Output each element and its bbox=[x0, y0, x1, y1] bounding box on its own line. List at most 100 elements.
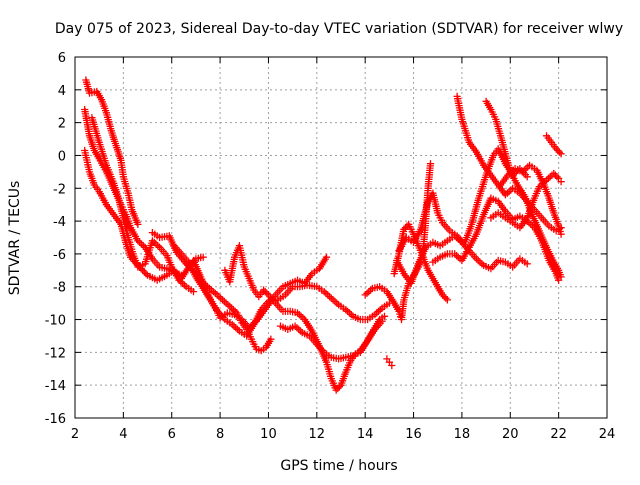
data-point bbox=[299, 286, 301, 288]
data-point bbox=[364, 294, 366, 296]
data-point bbox=[398, 310, 400, 312]
data-point bbox=[478, 197, 480, 199]
data-point bbox=[330, 297, 332, 299]
data-point bbox=[192, 291, 195, 293]
data-point bbox=[207, 294, 209, 296]
data-point bbox=[490, 108, 492, 111]
data-point bbox=[461, 118, 463, 120]
data-point bbox=[282, 310, 284, 312]
data-point bbox=[504, 210, 507, 212]
data-point bbox=[311, 273, 313, 275]
x-tick-label: 2 bbox=[71, 427, 79, 442]
data-point bbox=[248, 327, 250, 329]
data-point bbox=[533, 197, 536, 199]
data-point bbox=[117, 197, 120, 199]
data-point bbox=[258, 295, 260, 298]
data-point bbox=[420, 228, 422, 230]
data-point bbox=[91, 117, 93, 119]
data-point bbox=[441, 294, 444, 296]
data-point bbox=[427, 269, 429, 271]
axes: 2 4 6 8 10 12 14 16 18 20 22 24-16-14-12-10-8-6-4-2… bbox=[45, 51, 616, 442]
series-track-19 bbox=[497, 161, 565, 238]
data-point bbox=[417, 245, 419, 247]
data-point bbox=[265, 346, 267, 349]
x-tick-label: 8 bbox=[216, 427, 224, 442]
data-point bbox=[524, 195, 526, 198]
data-point bbox=[120, 159, 122, 161]
data-point bbox=[470, 223, 473, 225]
data-point bbox=[396, 259, 398, 262]
data-point bbox=[454, 253, 456, 255]
data-point bbox=[98, 141, 100, 143]
data-point bbox=[553, 212, 555, 214]
data-point bbox=[323, 291, 325, 293]
data-point bbox=[318, 268, 320, 270]
data-point bbox=[519, 258, 521, 260]
data-point bbox=[427, 187, 429, 189]
series-track-3 bbox=[81, 146, 207, 284]
data-point bbox=[449, 230, 451, 232]
data-point bbox=[151, 240, 153, 242]
y-tick-label: -12 bbox=[45, 346, 66, 361]
data-point bbox=[330, 356, 332, 358]
data-point bbox=[495, 118, 497, 120]
data-point bbox=[185, 286, 187, 288]
data-point bbox=[541, 217, 543, 219]
data-point bbox=[475, 258, 478, 260]
data-point bbox=[545, 179, 548, 181]
data-point bbox=[173, 245, 175, 247]
data-point bbox=[221, 299, 224, 301]
x-tick-label: 20 bbox=[502, 427, 519, 442]
data-point bbox=[93, 149, 95, 152]
series-track-4 bbox=[88, 114, 198, 296]
data-point bbox=[127, 192, 129, 194]
data-point bbox=[497, 148, 499, 150]
data-point bbox=[115, 145, 117, 147]
data-point bbox=[485, 100, 487, 102]
data-point bbox=[504, 153, 507, 155]
data-point bbox=[512, 222, 514, 224]
data-point bbox=[403, 299, 405, 301]
data-point bbox=[306, 284, 308, 286]
data-point bbox=[105, 112, 108, 114]
data-point bbox=[446, 299, 448, 301]
data-point bbox=[456, 95, 458, 97]
data-point bbox=[156, 279, 158, 281]
data-point bbox=[437, 212, 439, 214]
data-point bbox=[437, 286, 439, 288]
x-tick-label: 18 bbox=[454, 427, 471, 442]
data-point bbox=[504, 217, 507, 219]
data-point bbox=[391, 364, 393, 367]
data-point bbox=[137, 223, 139, 225]
data-point bbox=[393, 273, 395, 275]
data-point bbox=[441, 222, 444, 224]
data-point bbox=[374, 314, 376, 316]
data-point bbox=[137, 240, 139, 242]
data-point bbox=[526, 176, 528, 178]
data-point bbox=[289, 282, 291, 285]
x-tick-label: 6 bbox=[168, 427, 176, 442]
data-point bbox=[144, 246, 146, 248]
y-tick-label: -10 bbox=[45, 314, 66, 329]
data-point bbox=[282, 286, 284, 288]
data-point bbox=[105, 164, 108, 166]
data-point bbox=[159, 236, 161, 239]
y-tick-label: 2 bbox=[58, 117, 66, 132]
data-point bbox=[144, 263, 146, 265]
data-point bbox=[463, 243, 465, 245]
data-point bbox=[263, 310, 265, 312]
data-point bbox=[514, 167, 516, 170]
data-point bbox=[85, 79, 87, 81]
data-point bbox=[386, 358, 388, 360]
data-point bbox=[345, 309, 347, 311]
data-point bbox=[88, 171, 91, 173]
data-point bbox=[545, 135, 548, 137]
data-point bbox=[316, 343, 318, 345]
data-point bbox=[468, 246, 470, 248]
data-point bbox=[543, 184, 545, 186]
data-point bbox=[195, 258, 197, 260]
data-point bbox=[555, 230, 557, 232]
